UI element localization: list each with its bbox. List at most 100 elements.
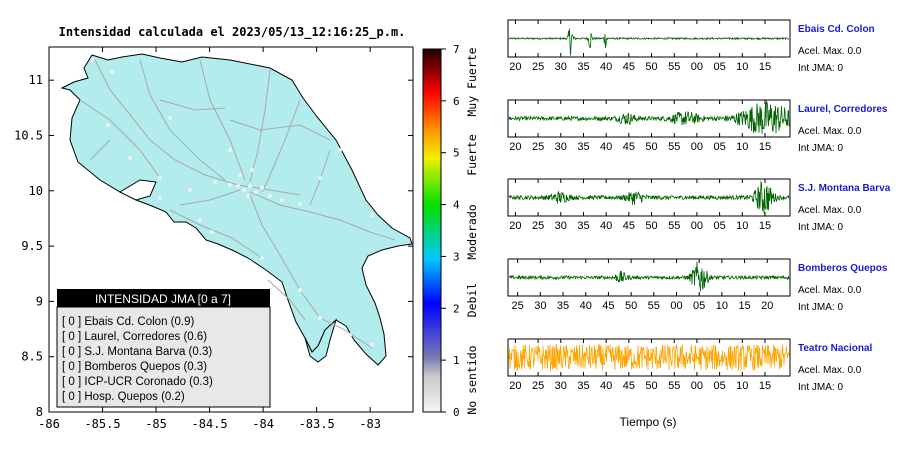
map-x-tick-label: -85.5	[84, 417, 120, 431]
seismogram-tick-label: 50	[645, 61, 657, 73]
seismogram-tick-label: 10	[736, 61, 748, 73]
station-stat: Acel. Max. 0.0	[798, 285, 862, 296]
seismogram-tick-label: 45	[623, 61, 635, 73]
station-stat: Int JMA: 0	[798, 63, 843, 74]
seismogram-tick-label: 05	[713, 61, 725, 73]
seismogram-trace	[508, 28, 790, 56]
seismogram-panel: 20 25 30 35 40 45 50 55 00 05 10 15 Ebais Cd. Colon A…	[507, 19, 875, 74]
seismogram-tick-label: 25	[532, 220, 544, 232]
seismogram-tick-label: 55	[668, 220, 680, 232]
seismogram-tick-label: 15	[759, 380, 771, 392]
seismogram-tick-label: 05	[713, 380, 725, 392]
seismogram-frame	[507, 258, 791, 297]
colorbar-tick-label: 7	[453, 43, 460, 56]
colorbar-category-label: Muy Fuerte	[465, 47, 479, 116]
seismogram-tick-label: 35	[577, 380, 589, 392]
map-y-tick-label: 9	[36, 294, 43, 308]
legend-entry: [ 0 ] Laurel, Corredores (0.6)	[62, 331, 207, 343]
colorbar-category-label: No sentido	[465, 345, 479, 414]
seismogram-panel: 20 25 30 35 40 45 50 55 00 05 10 15 S.J. Montana Bar…	[507, 178, 891, 233]
seismogram-panel: 20 25 30 35 40 45 50 55 00 05 10 15 Laurel, Corredor…	[507, 99, 888, 154]
seismogram-tick-label: 20	[509, 141, 521, 153]
seismogram-tick-label: 00	[691, 61, 703, 73]
map-x-tick-label: -84.5	[192, 417, 228, 431]
seismogram-tick-label: 15	[759, 220, 771, 232]
colorbar-tick-label: 5	[453, 147, 460, 160]
time-axis-label: Tiempo (s)	[620, 415, 677, 429]
colorbar-tick-label: 4	[453, 199, 460, 212]
map-y-tick-label: 8	[36, 405, 43, 419]
legend-entry: [ 0 ] Bomberos Quepos (0.3)	[62, 361, 207, 373]
colorbar-category-label: Fuerte	[465, 134, 479, 176]
colorbar-tick-label: 2	[453, 302, 460, 315]
map-y-axis: 11 10.5 10 9.5 9 8.5 8	[14, 73, 413, 419]
map-y-tick-label: 10.5	[14, 128, 43, 142]
station-stat: Int JMA: 0	[798, 382, 843, 393]
seismogram-tick-label: 50	[645, 380, 657, 392]
seismogram-tick-label: 45	[623, 220, 635, 232]
map-y-tick-label: 11	[29, 73, 43, 87]
seismogram-tick-label: 30	[555, 141, 567, 153]
seismogram-tick-label: 50	[645, 141, 657, 153]
seismogram-tick-label: 35	[577, 220, 589, 232]
legend-entry: [ 0 ] Ebais Cd. Colon (0.9)	[62, 316, 194, 328]
seismogram-tick-label: 15	[738, 300, 750, 312]
seismogram-tick-label: 20	[509, 61, 521, 73]
station-stat: Acel. Max. 0.0	[798, 205, 862, 216]
seismogram-tick-label: 40	[600, 141, 612, 153]
map-x-tick-label: -83	[359, 417, 381, 431]
station-name: Ebais Cd. Colon	[798, 24, 875, 35]
map-x-tick-label: -83.5	[299, 417, 335, 431]
seismogram-tick-label: 35	[577, 61, 589, 73]
seismogram-trace	[508, 343, 790, 371]
seismogram-tick-label: 55	[668, 61, 680, 73]
seismogram-tick-label: 25	[532, 141, 544, 153]
seismogram-tick-label: 05	[713, 141, 725, 153]
seismogram-tick-label: 05	[713, 220, 725, 232]
map-y-tick-label: 10	[29, 184, 43, 198]
seismogram-panel: 25 30 35 40 45 50 55 00 05 10 15 20 Bomberos Quepos A…	[507, 258, 888, 313]
seismogram-tick-label: 50	[645, 220, 657, 232]
legend-body	[56, 306, 271, 408]
seismogram-tick-label: 20	[761, 300, 773, 312]
colorbar-ticks: 0 1 2 3 4 5 6 7	[441, 43, 460, 419]
legend-header	[57, 289, 270, 307]
legend-entry: [ 0 ] ICP-UCR Coronado (0.3)	[62, 376, 213, 388]
colorbar-category-label: Moderado	[465, 204, 479, 259]
colorbar-tick-label: 3	[453, 250, 460, 263]
station-name: Teatro Nacional	[798, 343, 872, 354]
seismogram-trace	[508, 261, 790, 292]
seismogram-tick-label: 55	[668, 141, 680, 153]
legend-entry: [ 0 ] Hosp. Quepos (0.2)	[62, 391, 185, 403]
seismogram-panel: 20 25 30 35 40 45 50 55 00 05 10 15 Teatro Nacional A…	[507, 338, 872, 393]
seismogram-tick-label: 00	[670, 300, 682, 312]
seismogram-tick-label: 40	[600, 61, 612, 73]
map-x-tick-label: -85	[145, 417, 167, 431]
map-x-axis: -86 -85.5 -85 -84.5 -84 -83.5 -83	[38, 47, 381, 431]
seismogram-tick-label: 00	[691, 141, 703, 153]
seismogram-tick-label: 25	[532, 61, 544, 73]
seismogram-tick-label: 40	[580, 300, 592, 312]
legend-entry: [ 0 ] S.J. Montana Barva (0.3)	[62, 346, 212, 358]
station-name: Bomberos Quepos	[798, 263, 888, 274]
seismogram-tick-label: 30	[534, 300, 546, 312]
map-y-tick-label: 9.5	[21, 239, 43, 253]
seismogram-tick-label: 40	[600, 220, 612, 232]
seismogram-tick-label: 10	[736, 220, 748, 232]
seismogram-tick-label: 40	[600, 380, 612, 392]
seismogram-tick-label: 55	[668, 380, 680, 392]
map-y-tick-label: 8.5	[21, 350, 43, 364]
station-stat: Acel. Max. 0.0	[798, 365, 862, 376]
seismogram-tick-label: 55	[648, 300, 660, 312]
seismogram-tick-label: 30	[555, 380, 567, 392]
colorbar-tick-label: 0	[453, 406, 460, 419]
station-stat: Int JMA: 0	[798, 222, 843, 233]
town-markers	[90, 58, 374, 347]
seismogram-tick-label: 45	[602, 300, 614, 312]
seismogram-tick-label: 00	[691, 380, 703, 392]
station-stat: Int JMA: 0	[798, 302, 843, 313]
station-stat: Acel. Max. 0.0	[798, 126, 862, 137]
seismogram-tick-label: 35	[557, 300, 569, 312]
seismogram-tick-label: 35	[577, 141, 589, 153]
